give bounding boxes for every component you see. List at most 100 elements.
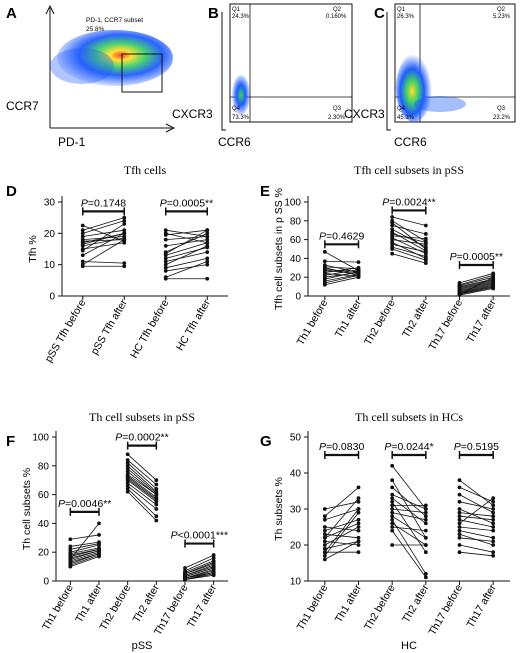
- x-tick-label: Th2 before: [362, 297, 398, 347]
- data-point: [491, 503, 496, 508]
- pair-line: [324, 497, 359, 539]
- data-point: [423, 510, 428, 515]
- pair-line: [165, 264, 208, 272]
- pair-line: [459, 279, 494, 288]
- data-point: [491, 528, 496, 533]
- pair-line: [324, 519, 359, 531]
- x-tick-label: Th1 after: [333, 297, 365, 340]
- data-point: [205, 262, 210, 267]
- pair-line: [324, 541, 359, 560]
- pair-line: [324, 267, 359, 276]
- pair-line: [70, 551, 100, 562]
- pair-line: [165, 242, 208, 256]
- pair-line: [82, 237, 125, 247]
- panel-letter: B: [208, 5, 219, 22]
- data-point: [80, 248, 85, 253]
- pair-line: [127, 462, 157, 490]
- q1-value: 26.3%: [397, 14, 415, 20]
- pair-line: [165, 236, 208, 240]
- pair-line: [324, 501, 359, 510]
- data-point: [423, 258, 428, 263]
- q4-value: 73.3%: [232, 115, 250, 121]
- pair-line: [459, 282, 494, 291]
- pair-line: [184, 563, 214, 575]
- pair-line: [459, 487, 494, 503]
- data-point: [80, 264, 85, 269]
- plot-frame: [394, 3, 516, 123]
- data-point: [122, 261, 127, 265]
- data-point: [68, 557, 73, 562]
- data-point: [356, 543, 361, 547]
- data-point: [154, 514, 159, 519]
- y-tick-label: 100: [284, 198, 301, 209]
- pair-line: [127, 459, 157, 485]
- data-point: [390, 220, 395, 225]
- pair-line: [127, 465, 157, 493]
- data-point: [322, 546, 327, 551]
- pair-line: [127, 477, 157, 500]
- panel-letter: A: [6, 5, 17, 22]
- data-point: [356, 517, 361, 522]
- pair-line: [459, 526, 494, 531]
- data-point: [390, 227, 395, 232]
- data-point: [205, 237, 210, 242]
- pair-line: [324, 508, 359, 553]
- data-point: [356, 510, 361, 515]
- data-point: [211, 573, 216, 578]
- data-point: [491, 517, 496, 522]
- data-point: [68, 544, 73, 549]
- pair-line: [392, 512, 426, 521]
- pair-line: [127, 479, 157, 503]
- y-tick-label: 40: [38, 519, 50, 530]
- data-point: [390, 503, 395, 508]
- data-point: [390, 215, 395, 219]
- data-point: [390, 521, 395, 526]
- y-tick-label: 20: [44, 229, 56, 240]
- data-point: [154, 486, 159, 491]
- chart-panel-f: F Th cell subsets in pSS 0 20 40 60 80 100 Th1 b…: [6, 410, 228, 652]
- pair-line: [324, 269, 359, 272]
- p-value-label: P=0.0024**: [382, 196, 435, 208]
- x-tick-label: Th2 before: [362, 582, 398, 632]
- q1-label: Q1: [232, 7, 241, 13]
- data-point: [457, 528, 462, 533]
- data-point: [356, 496, 361, 501]
- data-point: [390, 242, 395, 247]
- data-point: [205, 228, 210, 233]
- y-tick-label: 20: [38, 548, 50, 559]
- data-point: [80, 253, 85, 258]
- chart-title: Tfh cells: [124, 163, 167, 177]
- data-point: [356, 525, 361, 529]
- pair-line: [82, 239, 125, 266]
- data-point: [390, 237, 395, 242]
- pair-line: [459, 512, 494, 517]
- data-point: [322, 525, 327, 529]
- data-point: [125, 466, 130, 471]
- data-point: [356, 269, 361, 274]
- pair-line: [184, 567, 214, 578]
- data-point: [163, 228, 168, 233]
- data-point: [122, 228, 127, 233]
- data-point: [125, 452, 130, 457]
- pair-line: [392, 225, 426, 235]
- data-point: [322, 514, 327, 519]
- pair-line: [324, 271, 359, 280]
- data-point: [163, 237, 168, 242]
- data-point: [423, 503, 428, 508]
- data-point: [356, 499, 361, 504]
- data-point: [322, 507, 327, 511]
- data-point: [163, 233, 168, 237]
- data-point: [491, 507, 496, 511]
- panel-letter: G: [260, 433, 272, 450]
- pair-line: [324, 508, 359, 521]
- q4-label: Q4: [232, 106, 241, 112]
- density-cloud: [232, 75, 250, 115]
- data-point: [205, 231, 210, 236]
- y-tick-label: 10: [290, 577, 302, 588]
- data-point: [356, 507, 361, 511]
- data-point: [423, 528, 428, 533]
- pair-line: [324, 512, 359, 557]
- data-point: [80, 243, 85, 248]
- pair-line: [324, 267, 359, 273]
- panel-letter: F: [6, 433, 15, 450]
